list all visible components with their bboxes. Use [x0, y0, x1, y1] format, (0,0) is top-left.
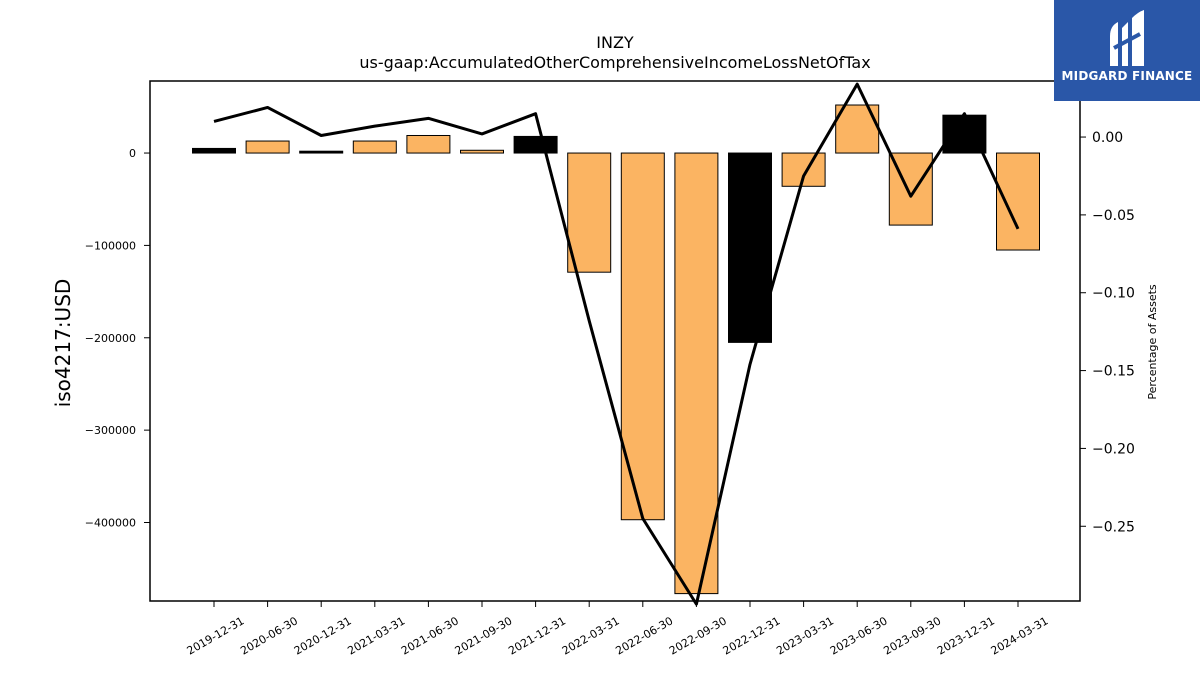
x-tick-label: 2023-09-30 — [881, 614, 943, 657]
bar-2024-03-31 — [996, 152, 1040, 251]
y-tick-label: −100000 — [85, 239, 136, 252]
bar-2023-03-31 — [781, 152, 826, 187]
y2-tick-label: −0.20 — [1092, 441, 1135, 457]
x-tick-label: 2023-12-31 — [935, 614, 997, 657]
y-axis: 0 −100000 −200000 −300000 −400000 — [85, 147, 150, 529]
x-tick-label: 2020-06-30 — [238, 614, 300, 657]
bar-2021-09-30 — [460, 149, 504, 154]
bar-2020-06-30 — [245, 140, 290, 154]
x-tick-label: 2022-06-30 — [613, 614, 675, 657]
logo-text: MIDGARD FINANCE — [1061, 69, 1193, 83]
y-tick-label: 0 — [129, 147, 136, 160]
y2-axis: 0.00 −0.05 −0.10 −0.15 −0.20 −0.25 — [1080, 130, 1135, 535]
x-tick-label: 2022-12-31 — [721, 614, 783, 657]
bar-2022-03-31 — [567, 152, 612, 273]
x-tick-label: 2022-09-30 — [667, 614, 729, 657]
brand-logo: MIDGARD FINANCE — [1054, 0, 1200, 101]
bar-2020-12-31 — [299, 150, 344, 154]
y2-axis-label: Percentage of Assets — [1146, 284, 1159, 400]
chart-title: INZY — [596, 33, 634, 52]
y-axis-label: iso4217:USD — [51, 279, 75, 408]
x-tick-label: 2023-03-31 — [774, 614, 836, 657]
chart-subtitle: us-gaap:AccumulatedOtherComprehensiveInc… — [359, 53, 870, 72]
x-tick-label: 2020-12-31 — [292, 614, 354, 657]
bars-group — [192, 104, 1040, 595]
plot-frame — [149, 80, 1081, 602]
bar-2021-06-30 — [406, 134, 451, 154]
bar-2021-03-31 — [352, 140, 397, 154]
x-axis: 2019-12-312020-06-302020-12-312021-03-31… — [185, 601, 1051, 658]
y-tick-label: −400000 — [85, 516, 136, 529]
x-tick-label: 2021-03-31 — [345, 614, 407, 657]
y2-tick-label: −0.25 — [1092, 519, 1135, 535]
x-tick-label: 2021-06-30 — [399, 614, 461, 657]
bar-2021-12-31 — [513, 135, 558, 154]
bar-2022-09-30 — [674, 152, 719, 595]
y2-tick-label: 0.00 — [1092, 130, 1123, 146]
x-tick-label: 2021-12-31 — [506, 614, 568, 657]
line-group — [213, 82, 1020, 606]
y2-tick-label: −0.10 — [1092, 286, 1135, 302]
percentage-of-assets-line — [213, 82, 1020, 606]
x-tick-label: 2022-03-31 — [560, 614, 622, 657]
y2-tick-label: −0.05 — [1092, 208, 1135, 224]
x-tick-label: 2024-03-31 — [989, 614, 1051, 657]
x-tick-label: 2023-06-30 — [828, 614, 890, 657]
bar-2019-12-31 — [192, 147, 236, 154]
bar-2022-06-30 — [620, 152, 665, 521]
logo-mark-icon — [1110, 10, 1144, 66]
y-tick-label: −200000 — [85, 332, 136, 345]
y2-tick-label: −0.15 — [1092, 364, 1135, 380]
x-tick-label: 2019-12-31 — [185, 614, 247, 657]
y-tick-label: −300000 — [85, 424, 136, 437]
x-tick-label: 2021-09-30 — [453, 614, 515, 657]
